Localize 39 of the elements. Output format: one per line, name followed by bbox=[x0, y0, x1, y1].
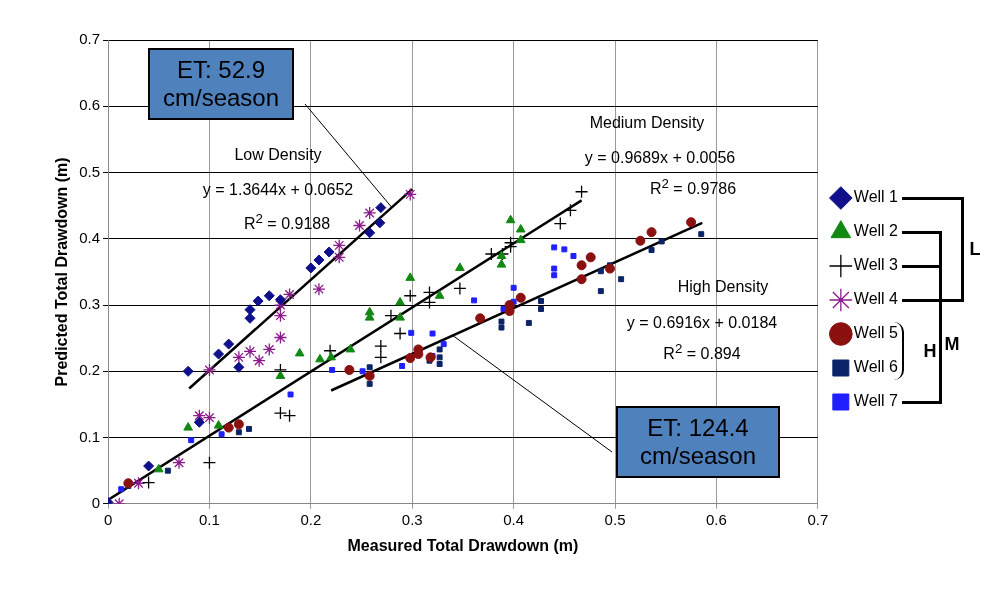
legend-label: Well 4 bbox=[853, 290, 899, 308]
text: H bbox=[923, 340, 937, 362]
annotation: Low Density bbox=[234, 146, 322, 164]
y-tick-label: 0.5 bbox=[79, 162, 101, 180]
x-tick-label: 0.3 bbox=[401, 510, 423, 528]
x-tick-label: 0.7 bbox=[807, 510, 829, 528]
legend-label: Well 5 bbox=[853, 324, 899, 342]
annotation: Medium Density bbox=[589, 114, 705, 132]
annotation: R$^{2}$ = 0.9188 bbox=[243, 210, 331, 234]
annotation: R$^{2}$ = 0.894 bbox=[663, 340, 741, 364]
x-tick-label: 0.5 bbox=[604, 510, 626, 528]
y-tick-label: 0.2 bbox=[79, 361, 101, 379]
legend-label: Well 2 bbox=[853, 222, 899, 240]
x-tick-label: 0.6 bbox=[706, 510, 727, 528]
text: M bbox=[944, 333, 960, 355]
annotation: y = 0.9689x + 0.0056 bbox=[584, 149, 736, 167]
legend-label: Well 3 bbox=[853, 256, 899, 274]
annotation: High Density bbox=[677, 278, 769, 296]
annotation: y = 1.3644x + 0.0652 bbox=[202, 181, 354, 199]
y-tick-label: 0.1 bbox=[79, 427, 101, 445]
legend-label: Well 6 bbox=[853, 358, 899, 376]
legend-label: Well 7 bbox=[853, 392, 899, 410]
x-tick-label: 0.1 bbox=[199, 510, 220, 528]
callout-box: ET: 124.4 cm/season bbox=[616, 406, 780, 478]
y-tick-label: 0.3 bbox=[79, 295, 101, 313]
legend-label: Well 1 bbox=[853, 188, 899, 206]
x-tick-label: 0.4 bbox=[503, 510, 525, 528]
y-tick-label: 0.7 bbox=[79, 30, 101, 48]
y-tick-label: 0.4 bbox=[79, 228, 101, 246]
annotation: y = 0.6916x + 0.0184 bbox=[626, 314, 778, 332]
y-axis-title: Predicted Total Drawdown (m) bbox=[53, 157, 71, 387]
annotation: R$^{2}$ = 0.9786 bbox=[649, 175, 737, 199]
x-tick-label: 0 bbox=[103, 510, 113, 528]
y-tick-label: 0.6 bbox=[79, 96, 101, 114]
callout-box: ET: 52.9 cm/season bbox=[148, 48, 294, 120]
y-tick-label: 0 bbox=[91, 493, 101, 511]
x-tick-label: 0.2 bbox=[300, 510, 322, 528]
x-axis-title: Measured Total Drawdown (m) bbox=[347, 536, 579, 554]
text: L bbox=[969, 238, 981, 260]
